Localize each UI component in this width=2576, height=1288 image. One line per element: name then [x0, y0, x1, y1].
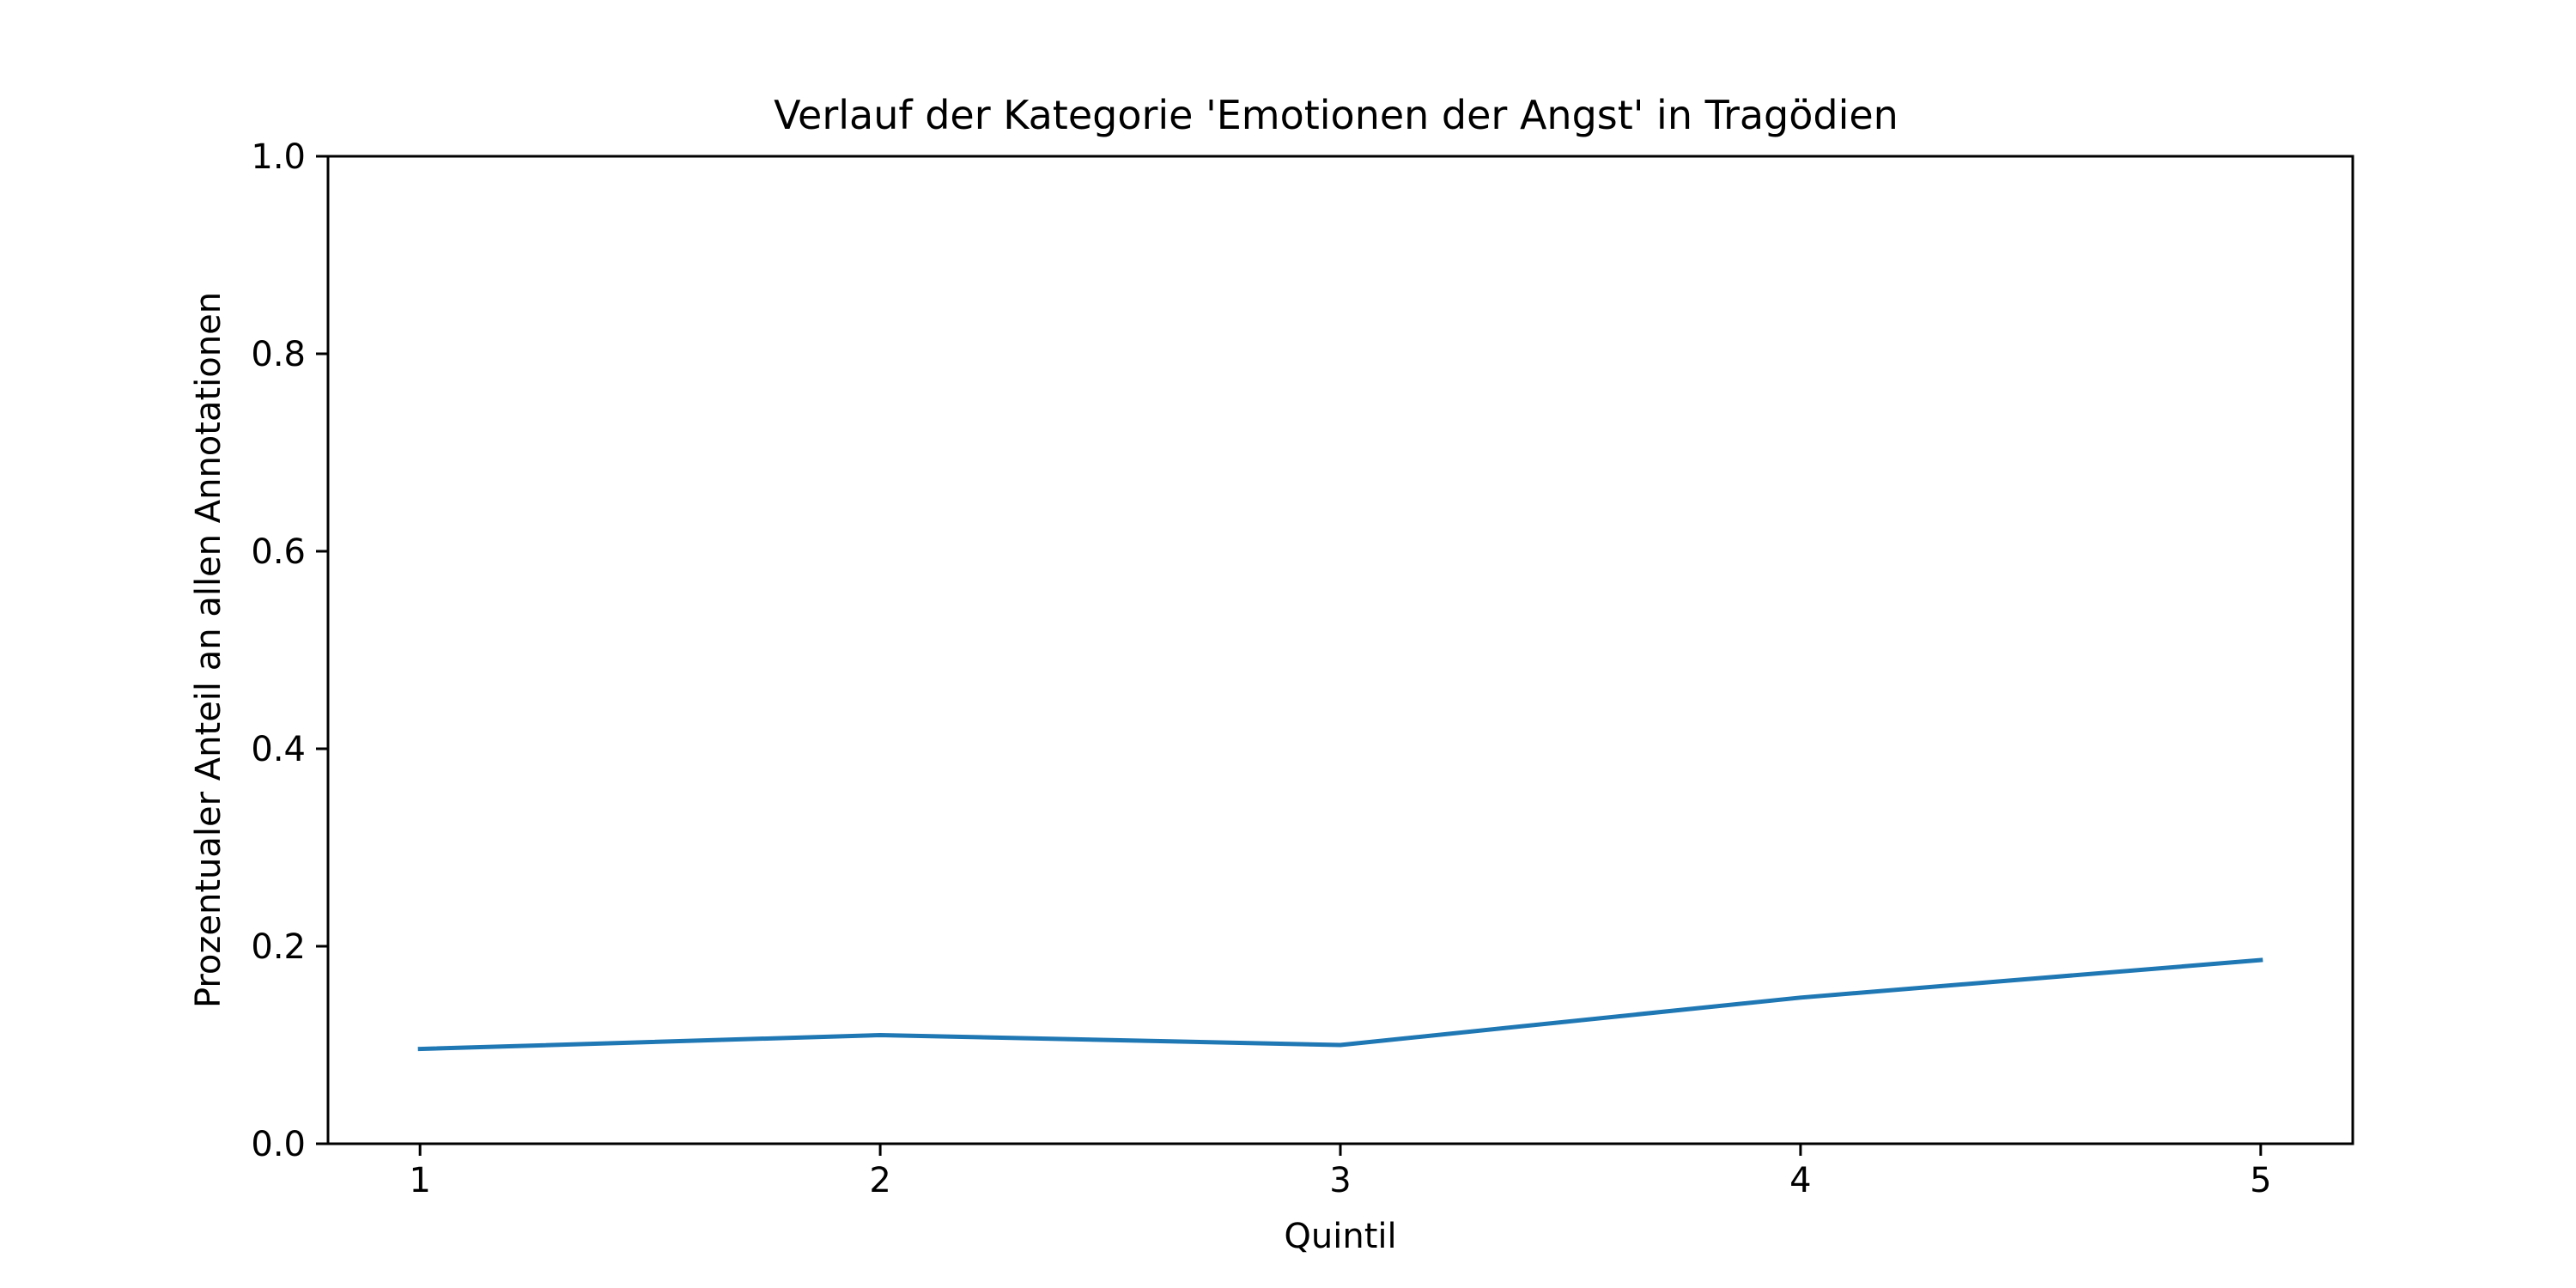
x-axis-label: Quintil	[1284, 1217, 1396, 1256]
y-axis: 0.0 0.2 0.4 0.6 0.8 1.0	[251, 137, 328, 1164]
y-tick-label: 0.6	[251, 532, 306, 572]
x-axis: 1 2 3 4 5	[409, 1144, 2272, 1200]
y-tick-label: 0.0	[251, 1125, 306, 1164]
series-layer	[417, 957, 2263, 1052]
y-tick-label: 0.2	[251, 927, 306, 967]
x-tick-label: 5	[2250, 1161, 2271, 1200]
x-tick-label: 1	[409, 1161, 430, 1200]
y-axis-label: Prozentualer Anteil an allen Annotatione…	[189, 292, 228, 1008]
series-line	[417, 957, 2263, 1052]
x-tick-label: 2	[869, 1161, 890, 1200]
chart-title: Verlauf der Kategorie 'Emotionen der Ang…	[774, 92, 1899, 138]
y-tick-label: 0.4	[251, 730, 306, 769]
x-tick-label: 3	[1329, 1161, 1351, 1200]
x-tick-label: 4	[1789, 1161, 1811, 1200]
series-0	[417, 957, 2263, 1052]
y-tick-label: 0.8	[251, 335, 306, 374]
y-tick-label: 1.0	[251, 137, 306, 177]
